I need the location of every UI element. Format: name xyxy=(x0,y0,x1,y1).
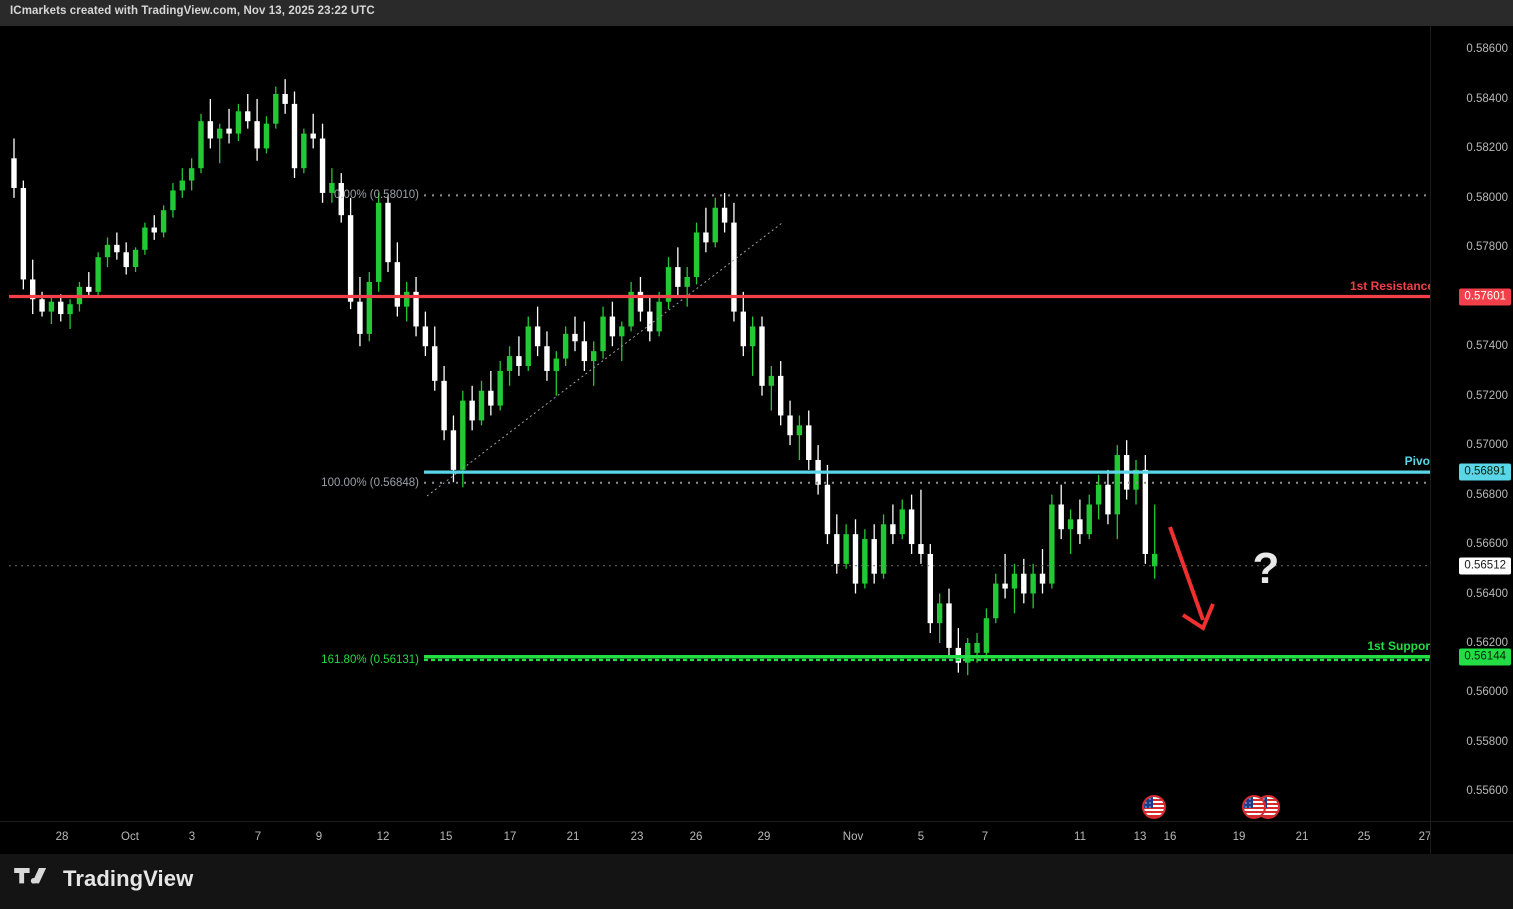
price-tick: 0.57000 xyxy=(1466,439,1508,452)
time-tick: 21 xyxy=(1295,831,1309,843)
price-tick: 0.56600 xyxy=(1466,538,1508,551)
time-tick: 28 xyxy=(55,831,69,843)
time-tick: 13 xyxy=(1133,831,1147,843)
chart-header: ICmarkets created with TradingView.com, … xyxy=(0,0,1513,26)
time-tick: 26 xyxy=(689,831,703,843)
time-tick: 16 xyxy=(1163,831,1177,843)
fibonacci-label: 100.00% (0.56848) xyxy=(321,476,419,489)
time-tick: 19 xyxy=(1232,831,1246,843)
time-tick: Oct xyxy=(121,831,139,843)
time-tick: 3 xyxy=(188,831,196,843)
price-axis[interactable]: 0.58600 0.58400 0.58200 0.58000 0.57800 0.574… xyxy=(1430,26,1513,821)
price-tick: 0.56200 xyxy=(1466,636,1508,649)
level-label-1st-resistance: 1st Resistance xyxy=(1349,278,1430,293)
time-tick: 7 xyxy=(254,831,262,843)
time-tick: 7 xyxy=(981,831,989,843)
price-tick: 0.57800 xyxy=(1466,241,1508,254)
time-tick: 11 xyxy=(1074,831,1086,843)
price-badge-1st-support: 0.56144 xyxy=(1459,648,1511,666)
chart-pane[interactable]: 0.00% (0.58010) 100.00% (0.56848) 161.80% … xyxy=(0,26,1430,821)
fibonacci-label: 0.00% (0.58010) xyxy=(333,189,419,202)
time-tick: 12 xyxy=(376,831,390,843)
attribution-text: ICmarkets created with TradingView.com, … xyxy=(10,5,375,17)
price-tick: 0.57400 xyxy=(1466,340,1508,353)
time-tick: 29 xyxy=(757,831,771,843)
price-badge-pivot: 0.56891 xyxy=(1459,463,1511,481)
us-economic-event[interactable] xyxy=(1242,795,1266,819)
price-tick: 0.55800 xyxy=(1466,735,1508,748)
time-axis[interactable]: 28 Oct 3 7 9 12 15 17 21 23 26 29 Nov 5 7 11 13 16 19 21 25 2… xyxy=(0,821,1432,855)
down-arrow-icon xyxy=(1181,603,1215,631)
time-tick: 5 xyxy=(917,831,925,843)
fibonacci-label: 161.80% (0.56131) xyxy=(321,654,419,667)
price-tick: 0.56000 xyxy=(1466,686,1508,699)
price-tick: 0.58600 xyxy=(1466,43,1508,56)
time-tick: 27 xyxy=(1418,831,1432,843)
price-tick: 0.58200 xyxy=(1466,142,1508,155)
tradingview-brand: TradingView xyxy=(14,866,193,892)
price-tick: 0.58400 xyxy=(1466,92,1508,105)
level-label-1st-support: 1st Support xyxy=(1367,638,1430,653)
tradingview-logo-icon xyxy=(14,868,54,890)
tradingview-wordmark: TradingView xyxy=(63,866,194,891)
candlestick-canvas xyxy=(9,79,1430,676)
time-tick: 9 xyxy=(315,831,323,843)
time-tick: 21 xyxy=(566,831,580,843)
current-price-badge: 0.56512 xyxy=(1459,557,1511,575)
overlay-series xyxy=(9,194,1430,662)
us-economic-event[interactable] xyxy=(1142,795,1166,819)
time-tick: 23 xyxy=(630,831,644,843)
time-tick: 15 xyxy=(439,831,453,843)
price-tick: 0.57200 xyxy=(1466,389,1508,402)
time-tick: Nov xyxy=(842,831,864,843)
time-tick: 25 xyxy=(1357,831,1371,843)
question-mark-annotation: ? xyxy=(1252,544,1280,593)
time-tick: 17 xyxy=(503,831,517,843)
candle-series xyxy=(11,79,1158,676)
price-tick: 0.55600 xyxy=(1466,785,1508,798)
price-tick: 0.58000 xyxy=(1466,191,1508,204)
level-label-pivot: Pivot xyxy=(1404,454,1430,469)
axis-corner xyxy=(1430,821,1513,855)
price-tick: 0.56400 xyxy=(1466,587,1508,600)
forecast-arrow-shaft xyxy=(1168,526,1205,621)
chart-footer: TradingView xyxy=(0,854,1513,909)
price-tick: 0.56800 xyxy=(1466,488,1508,501)
price-badge-1st-resistance: 0.57601 xyxy=(1459,288,1511,306)
